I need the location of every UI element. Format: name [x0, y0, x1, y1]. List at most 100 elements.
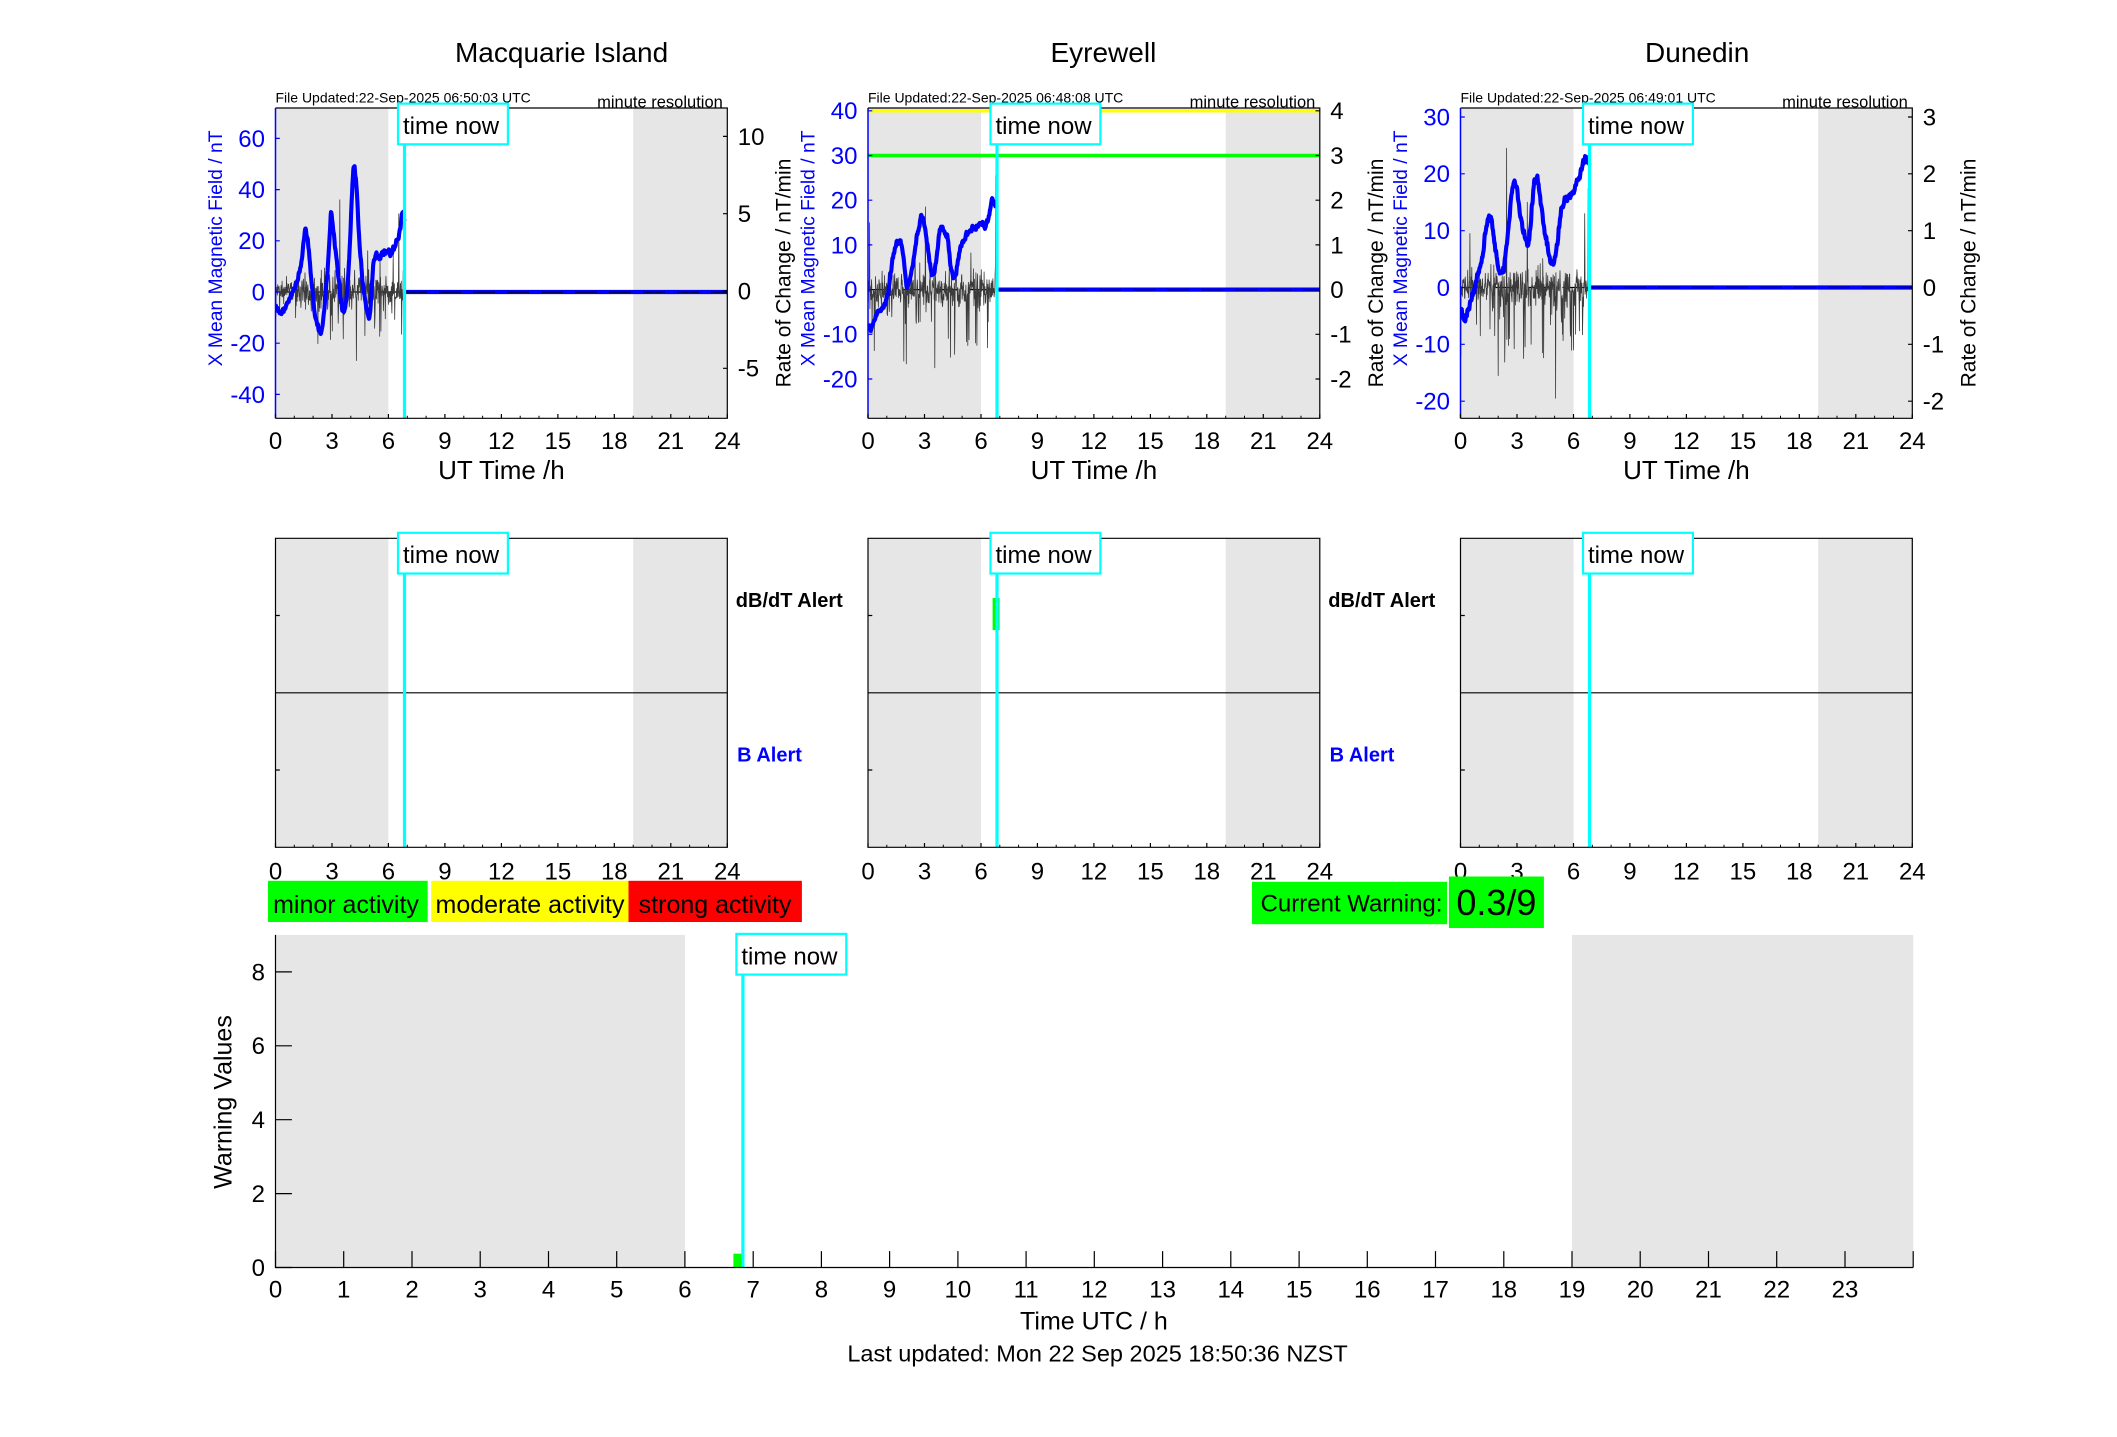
svg-text:6: 6: [1567, 859, 1580, 886]
svg-text:0: 0: [269, 1277, 282, 1304]
svg-text:18: 18: [1193, 859, 1220, 886]
svg-text:6: 6: [1567, 428, 1580, 455]
svg-text:24: 24: [1899, 428, 1926, 455]
svg-text:12: 12: [1081, 428, 1108, 455]
svg-text:UT Time /h: UT Time /h: [438, 455, 565, 485]
svg-text:0: 0: [252, 1255, 265, 1282]
svg-text:6: 6: [382, 428, 395, 455]
svg-text:-2: -2: [1330, 366, 1351, 393]
svg-text:3: 3: [474, 1277, 487, 1304]
svg-text:0: 0: [861, 428, 874, 455]
svg-text:12: 12: [1081, 1277, 1108, 1304]
svg-text:12: 12: [1673, 859, 1700, 886]
svg-text:18: 18: [601, 428, 628, 455]
svg-text:18: 18: [1490, 1277, 1517, 1304]
svg-text:Current Warning:: Current Warning:: [1261, 891, 1443, 918]
svg-text:Dunedin: Dunedin: [1645, 37, 1749, 68]
svg-text:9: 9: [1623, 428, 1636, 455]
svg-text:3: 3: [1330, 143, 1343, 170]
svg-text:3: 3: [325, 428, 338, 455]
svg-text:4: 4: [542, 1277, 555, 1304]
svg-text:0: 0: [1923, 275, 1936, 302]
svg-text:10: 10: [831, 232, 858, 259]
svg-text:-10: -10: [823, 322, 858, 349]
svg-text:0: 0: [1454, 428, 1467, 455]
svg-text:20: 20: [238, 228, 265, 255]
svg-text:30: 30: [831, 143, 858, 170]
svg-text:8: 8: [252, 959, 265, 986]
svg-text:1: 1: [1923, 218, 1936, 245]
svg-text:Rate of Change / nT/min: Rate of Change / nT/min: [1365, 159, 1388, 388]
svg-text:21: 21: [1250, 859, 1277, 886]
svg-text:3: 3: [325, 859, 338, 886]
svg-text:16: 16: [1354, 1277, 1381, 1304]
svg-text:dB/dT Alert: dB/dT Alert: [736, 590, 843, 612]
svg-text:Rate of Change / nT/min: Rate of Change / nT/min: [1958, 159, 1981, 388]
svg-text:2: 2: [252, 1181, 265, 1208]
svg-text:10: 10: [1423, 218, 1450, 245]
svg-text:X Mean Magnetic Field / nT: X Mean Magnetic Field / nT: [799, 130, 820, 366]
svg-text:15: 15: [1730, 428, 1757, 455]
svg-text:File Updated:22-Sep-2025 06:49: File Updated:22-Sep-2025 06:49:01 UTC: [1461, 89, 1716, 105]
svg-text:30: 30: [1423, 104, 1450, 131]
svg-text:6: 6: [252, 1033, 265, 1060]
svg-text:10: 10: [738, 124, 765, 151]
svg-text:0: 0: [269, 859, 282, 886]
svg-text:0.3/9: 0.3/9: [1456, 882, 1536, 923]
svg-text:0: 0: [861, 859, 874, 886]
svg-text:-10: -10: [1415, 332, 1450, 359]
svg-text:9: 9: [1031, 859, 1044, 886]
svg-text:File Updated:22-Sep-2025 06:50: File Updated:22-Sep-2025 06:50:03 UTC: [276, 89, 531, 105]
svg-text:3: 3: [1923, 104, 1936, 131]
svg-text:-5: -5: [738, 356, 759, 383]
svg-text:21: 21: [1695, 1277, 1722, 1304]
svg-text:-20: -20: [823, 366, 858, 393]
svg-text:time now: time now: [1588, 113, 1685, 140]
svg-text:22: 22: [1763, 1277, 1790, 1304]
svg-text:18: 18: [1786, 859, 1813, 886]
svg-text:60: 60: [238, 126, 265, 153]
svg-text:20: 20: [1423, 161, 1450, 188]
svg-text:Macquarie Island: Macquarie Island: [455, 37, 668, 68]
svg-text:B Alert: B Alert: [1330, 744, 1395, 766]
svg-text:1: 1: [337, 1277, 350, 1304]
svg-text:-2: -2: [1923, 389, 1944, 416]
svg-text:15: 15: [1137, 859, 1164, 886]
svg-text:3: 3: [918, 428, 931, 455]
svg-text:20: 20: [831, 188, 858, 215]
svg-text:-20: -20: [230, 331, 265, 358]
svg-text:15: 15: [1137, 428, 1164, 455]
svg-text:9: 9: [1031, 428, 1044, 455]
svg-text:24: 24: [1306, 859, 1333, 886]
svg-text:15: 15: [1730, 859, 1757, 886]
svg-text:0: 0: [844, 277, 857, 304]
svg-text:18: 18: [1786, 428, 1813, 455]
svg-text:4: 4: [252, 1107, 265, 1134]
svg-text:7: 7: [747, 1277, 760, 1304]
svg-text:21: 21: [657, 428, 684, 455]
svg-text:23: 23: [1832, 1277, 1859, 1304]
svg-text:40: 40: [238, 177, 265, 204]
svg-text:3: 3: [918, 859, 931, 886]
svg-text:minute resolution: minute resolution: [597, 93, 723, 111]
svg-text:18: 18: [1193, 428, 1220, 455]
svg-text:B Alert: B Alert: [737, 744, 802, 766]
svg-text:24: 24: [1899, 859, 1926, 886]
svg-text:4: 4: [1330, 98, 1343, 125]
svg-text:X Mean Magnetic Field / nT: X Mean Magnetic Field / nT: [1391, 130, 1412, 366]
svg-text:UT Time /h: UT Time /h: [1623, 455, 1750, 485]
svg-text:0: 0: [738, 278, 751, 305]
svg-text:time now: time now: [403, 542, 500, 569]
svg-text:time now: time now: [1588, 542, 1685, 569]
svg-text:Time UTC / h: Time UTC / h: [1020, 1308, 1168, 1336]
svg-text:-40: -40: [230, 382, 265, 409]
svg-text:14: 14: [1217, 1277, 1244, 1304]
svg-text:13: 13: [1149, 1277, 1176, 1304]
svg-text:Last updated: Mon 22 Sep 2025: Last updated: Mon 22 Sep 2025 18:50:36 N…: [847, 1341, 1347, 1367]
svg-text:dB/dT Alert: dB/dT Alert: [1328, 590, 1435, 612]
svg-text:-1: -1: [1330, 322, 1351, 349]
svg-text:6: 6: [678, 1277, 691, 1304]
svg-text:12: 12: [488, 428, 515, 455]
svg-text:-20: -20: [1415, 389, 1450, 416]
svg-text:24: 24: [1306, 428, 1333, 455]
